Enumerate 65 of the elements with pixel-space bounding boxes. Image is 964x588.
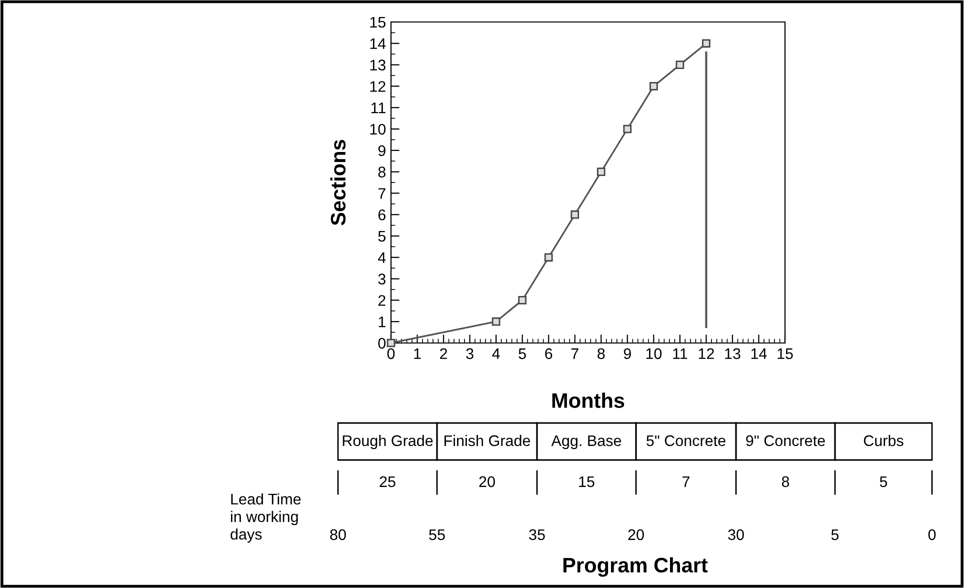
- text: 9" Concrete: [746, 435, 825, 446]
- text: Program Chart: [563, 557, 708, 577]
- x-tick-label: 6: [545, 348, 552, 360]
- x-tick-label: 15: [778, 348, 793, 360]
- point: [570, 210, 580, 219]
- text: 5: [880, 476, 888, 488]
- y-tick-label: 5: [378, 231, 386, 242]
- text: 25: [380, 476, 396, 488]
- point: [623, 124, 632, 134]
- x-tick-label: 14: [751, 348, 767, 359]
- y-tick-label: 1: [378, 316, 386, 328]
- y-tick-label: 12: [370, 81, 386, 92]
- point: [518, 296, 526, 304]
- x-tick-label: 11: [673, 348, 688, 359]
- point: [386, 338, 396, 348]
- x-tick-label: 12: [698, 348, 714, 359]
- y-tick-label: 7: [378, 188, 386, 199]
- text: Curbs: [864, 434, 904, 446]
- y-tick-label: 3: [378, 274, 386, 284]
- point: [650, 82, 658, 90]
- x-tick-label: 0: [387, 348, 395, 360]
- point: [702, 39, 710, 48]
- text: 30: [728, 529, 744, 540]
- x-tick-label: 13: [725, 348, 740, 360]
- point: [596, 168, 606, 176]
- y-tick-label: 2: [378, 295, 386, 306]
- y-tick-label: 13: [370, 60, 386, 70]
- y-tick-label: 4: [378, 252, 386, 263]
- text: 8: [782, 476, 790, 488]
- text: Agg. Base: [551, 435, 622, 450]
- x-tick-label: 2: [440, 348, 448, 359]
- x-tick-label: 3: [466, 348, 474, 360]
- text: Lead Time in working days: [230, 493, 301, 543]
- y-tick-label: 6: [378, 209, 386, 220]
- text: 20: [628, 529, 644, 540]
- text: 35: [529, 529, 545, 540]
- point: [544, 253, 553, 262]
- text: Rough Grade: [342, 434, 433, 450]
- point: [492, 317, 500, 326]
- y-tick-label: 10: [370, 124, 386, 135]
- x-tick-label: 9: [624, 348, 631, 360]
- x-axis-title: Months: [552, 392, 624, 408]
- text: 80: [330, 529, 346, 540]
- x-tick-label: 4: [492, 348, 500, 359]
- x-tick-label: 10: [646, 348, 662, 360]
- text: Finish Grade: [444, 434, 530, 446]
- x-tick-label: 8: [598, 348, 605, 360]
- y-tick-label: 8: [378, 166, 386, 178]
- text: 5" Concrete: [646, 435, 726, 446]
- text: 55: [429, 529, 445, 540]
- x-tick-label: 7: [571, 348, 578, 359]
- text: 20: [479, 476, 495, 488]
- y-tick-label: 9: [378, 145, 386, 156]
- y-tick-label: 14: [370, 38, 386, 49]
- point: [676, 60, 684, 69]
- text: 7: [682, 476, 690, 487]
- text: 0: [928, 529, 936, 540]
- y-tick-label: 15: [370, 17, 386, 28]
- y-axis-title: Sections: [330, 140, 346, 226]
- y-tick-label: 0: [378, 338, 386, 349]
- x-tick-label: 1: [414, 348, 421, 359]
- y-tick-label: 11: [371, 102, 386, 114]
- x-tick-label: 5: [518, 348, 526, 360]
- text: 15: [579, 476, 594, 488]
- text: 5: [831, 529, 839, 540]
